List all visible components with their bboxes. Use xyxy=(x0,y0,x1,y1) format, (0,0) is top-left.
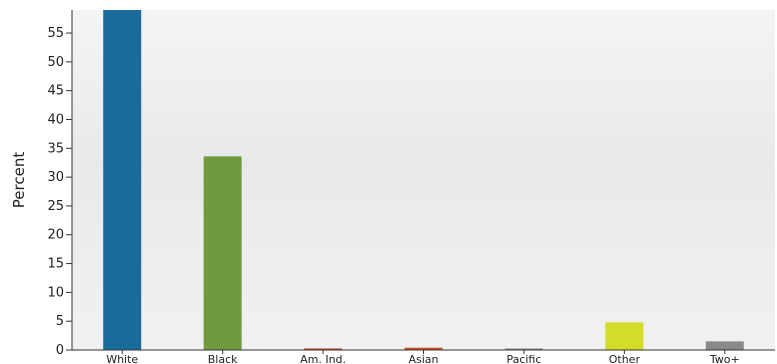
x-tick-label: Pacific xyxy=(506,353,541,364)
x-tick-label: Two+ xyxy=(709,353,740,364)
bars-group xyxy=(103,10,744,350)
y-tick-label: 15 xyxy=(47,257,64,272)
bar-two xyxy=(705,341,744,350)
y-tick-label: 35 xyxy=(47,141,64,156)
y-axis: 0 5 10 15 20 25 30 35 40 45 50 55 xyxy=(47,10,73,358)
x-tick-label: Am. Ind. xyxy=(300,353,346,364)
plot-area xyxy=(72,10,775,350)
bar-asian xyxy=(404,347,443,350)
y-tick-label: 50 xyxy=(47,55,64,70)
y-tick-label: 25 xyxy=(47,199,64,214)
y-tick-label: 40 xyxy=(47,112,64,127)
bar-white xyxy=(103,10,142,350)
y-axis-title: Percent xyxy=(10,152,28,209)
y-tick-label: 0 xyxy=(56,343,64,358)
y-tick-label: 30 xyxy=(47,170,64,185)
x-tick-label: Asian xyxy=(408,353,438,364)
bar-other xyxy=(605,322,644,350)
y-tick-label: 45 xyxy=(47,84,64,99)
x-tick-label: White xyxy=(106,353,138,364)
x-tick-label: Black xyxy=(208,353,238,364)
bar-pacific xyxy=(504,348,543,350)
y-tick-label: 20 xyxy=(47,228,64,243)
x-tick-label: Other xyxy=(609,353,641,364)
x-axis: White Black Am. Ind. Asian Pacific Other Two+ xyxy=(72,349,775,364)
bar-black xyxy=(203,156,242,350)
y-tick-label: 55 xyxy=(47,26,64,41)
y-tick-label: 5 xyxy=(56,314,64,329)
y-tick-label: 10 xyxy=(47,285,64,300)
bar-am-ind xyxy=(304,348,343,350)
